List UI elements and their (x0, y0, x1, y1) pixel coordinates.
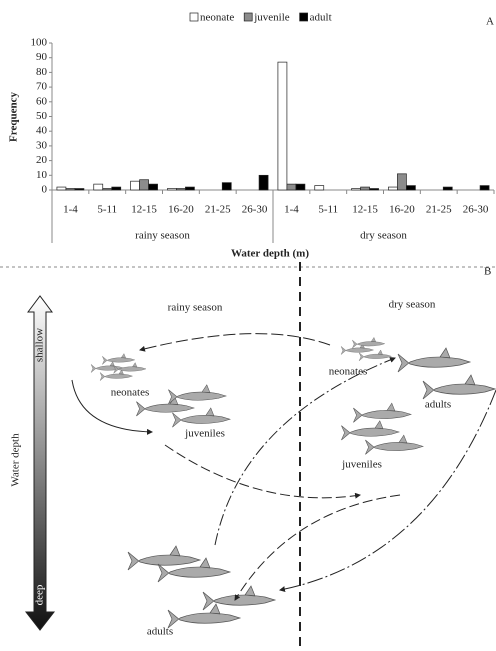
legend-swatch (189, 12, 199, 22)
y-tick-label: 60 (36, 95, 48, 107)
bar (442, 186, 453, 191)
y-tick-label: 0 (42, 184, 48, 196)
x-tick-label: 21-25 (205, 204, 231, 216)
node-label: adults (147, 626, 173, 638)
bar (93, 183, 104, 191)
legend-swatch (299, 12, 308, 22)
x-tick-label: 21-25 (426, 204, 452, 216)
legend-label: neonate (200, 12, 234, 24)
bar (56, 186, 67, 191)
legend-label: juvenile (253, 12, 290, 24)
x-tick-label: 16-20 (168, 204, 194, 216)
column-label: dry season (389, 299, 436, 311)
bar (102, 188, 113, 191)
y-tick-label: 80 (36, 66, 48, 78)
x-tick-label: 1-4 (284, 204, 299, 216)
x-tick-label: 16-20 (389, 204, 415, 216)
shark-group (341, 402, 424, 455)
bar (406, 185, 416, 191)
bar (360, 186, 370, 191)
bar (388, 186, 398, 191)
depth-bottom: deep (34, 584, 46, 605)
y-tick-label: 10 (36, 169, 48, 181)
node-label: neonates (111, 387, 149, 399)
x-tick-label: 5-11 (318, 204, 338, 216)
bar (295, 183, 306, 191)
group-label: rainy season (135, 230, 190, 242)
node-label: juveniles (184, 428, 225, 440)
depth-label: Water depth (10, 433, 22, 487)
x-tick-label: 26-30 (463, 204, 489, 216)
x-tick-label: 26-30 (242, 204, 268, 216)
migration-arrows (71, 333, 496, 601)
x-tick-label: 12-15 (352, 204, 378, 216)
node-label: neonates (329, 366, 367, 378)
y-tick-label: 70 (36, 81, 48, 93)
bar (111, 186, 122, 191)
x-tick-label: 12-15 (131, 204, 157, 216)
bar (130, 180, 140, 191)
bar (277, 61, 288, 191)
shark-group (397, 347, 496, 400)
y-tick-label: 40 (36, 125, 48, 137)
bar (479, 185, 490, 191)
bar (286, 183, 297, 191)
panel-label: A (486, 16, 494, 28)
y-tick-label: 30 (36, 139, 48, 151)
x-tick-label: 5-11 (97, 204, 117, 216)
y-axis-label: Frequency (8, 92, 20, 142)
depth-top: shallow (34, 328, 46, 362)
bar (351, 188, 361, 191)
bar (139, 179, 149, 191)
depth-arrow (24, 295, 56, 631)
column-label: rainy season (168, 302, 223, 314)
bar (167, 188, 177, 191)
node-label: adults (425, 399, 451, 411)
node-label: juveniles (341, 459, 382, 471)
shark-group (127, 545, 276, 629)
bar (176, 188, 186, 191)
group-label: dry season (360, 230, 407, 242)
bar (148, 183, 158, 191)
legend-label: adult (310, 12, 332, 24)
shark-group (90, 353, 147, 381)
bar (185, 186, 195, 191)
bar (221, 182, 232, 191)
legend-swatch (243, 12, 253, 22)
bar (314, 185, 325, 191)
shark-group (136, 384, 231, 428)
y-tick-label: 100 (31, 37, 48, 49)
y-tick-label: 20 (36, 154, 48, 166)
bar (65, 188, 76, 191)
bar (74, 188, 85, 191)
x-axis-label: Water depth (m) (231, 248, 309, 260)
y-tick-label: 90 (36, 51, 48, 63)
x-tick-label: 1-4 (63, 204, 78, 216)
bar (369, 188, 379, 191)
y-tick-label: 50 (36, 110, 48, 122)
shark-group (340, 337, 392, 361)
bar (397, 173, 407, 191)
bar (258, 174, 269, 191)
panel-label: B (484, 266, 491, 278)
